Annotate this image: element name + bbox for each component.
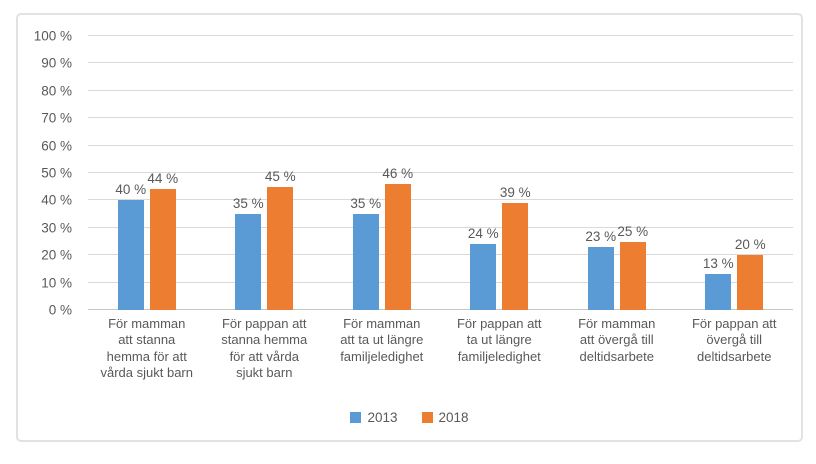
bar-group: 35 % 45 % xyxy=(206,36,324,310)
bar-group: 23 % 25 % xyxy=(558,36,676,310)
bar-value-label: 40 % xyxy=(115,182,147,198)
bar-2018: 39 % xyxy=(500,185,531,310)
legend-swatch-icon xyxy=(421,412,433,423)
bar-value-label: 24 % xyxy=(467,226,499,242)
gridline xyxy=(88,281,793,283)
bar-groups: 40 % 44 % 35 % 45 % 35 % 46 % 24 % 39 % 23 % 25 %… xyxy=(88,36,793,310)
category-label: För mamman att stanna hemma för att vård… xyxy=(100,316,194,380)
category-labels: För mamman att stanna hemma för att vård… xyxy=(88,316,793,381)
gridline xyxy=(88,309,793,310)
bar-2013: 40 % xyxy=(115,182,146,310)
bar-2013: 24 % xyxy=(468,226,499,310)
bar-value-label: 35 % xyxy=(350,196,382,212)
bar-value-label: 46 % xyxy=(382,165,414,181)
y-tick-label: 70 % xyxy=(41,110,72,126)
bar-value-label: 44 % xyxy=(147,171,179,187)
y-tick-label: 100 % xyxy=(33,28,72,44)
bar-2013: 35 % xyxy=(350,196,381,310)
y-tick-label: 0 % xyxy=(48,302,72,318)
y-tick-label: 90 % xyxy=(41,55,72,71)
gridline xyxy=(88,254,793,256)
y-tick-label: 10 % xyxy=(41,275,72,291)
gridline xyxy=(88,35,793,36)
bar-group: 40 % 44 % xyxy=(88,36,206,310)
legend-swatch-icon xyxy=(350,412,362,423)
bar-value-label: 20 % xyxy=(734,237,766,253)
category-label: För mamman att ta ut längre familjeledig… xyxy=(340,316,424,364)
bar-2013: 13 % xyxy=(703,256,734,310)
gridline xyxy=(88,226,793,228)
category-label: För pappan att stanna hemma för att vård… xyxy=(221,316,308,380)
gridline xyxy=(88,62,793,64)
legend-item-2018: 2018 xyxy=(421,410,469,425)
bar-value-label: 35 % xyxy=(232,196,264,212)
y-tick-label: 20 % xyxy=(41,247,72,263)
y-tick-label: 50 % xyxy=(41,165,72,181)
bar-group: 24 % 39 % xyxy=(441,36,559,310)
chart-frame: 0 % 10 % 20 % 30 % 40 % 50 % 60 % 70 % 80 % 90 % 1… xyxy=(16,13,803,442)
gridline xyxy=(88,172,793,173)
bar-value-label: 39 % xyxy=(499,185,531,201)
gridline xyxy=(88,117,793,119)
legend: 2013 2018 xyxy=(18,410,801,425)
y-tick-label: 30 % xyxy=(41,220,72,236)
gridline xyxy=(88,144,793,146)
legend-item-2013: 2013 xyxy=(350,410,398,425)
bar-2018: 45 % xyxy=(265,169,296,310)
gridline xyxy=(88,89,793,91)
bar-value-label: 13 % xyxy=(702,256,734,272)
category-label: För pappan att ta ut längre familjeledig… xyxy=(456,316,542,364)
bar-2013: 23 % xyxy=(585,229,616,310)
bar-value-label: 45 % xyxy=(264,168,296,184)
bar-value-label: 25 % xyxy=(617,223,649,239)
category-label: För pappan att övergå till deltidsarbete xyxy=(691,316,777,364)
gridline xyxy=(88,199,793,201)
bar-group: 13 % 20 % xyxy=(676,36,794,310)
plot-area: 40 % 44 % 35 % 45 % 35 % 46 % 24 % 39 % 23 % 25 %… xyxy=(88,35,793,310)
bar-2018: 44 % xyxy=(147,171,178,310)
y-tick-label: 60 % xyxy=(41,138,72,154)
y-tick-label: 80 % xyxy=(41,83,72,99)
legend-label: 2013 xyxy=(367,410,398,425)
legend-label: 2018 xyxy=(438,410,469,425)
bar-group: 35 % 46 % xyxy=(323,36,441,310)
y-axis: 0 % 10 % 20 % 30 % 40 % 50 % 60 % 70 % 80 % 90 % 1… xyxy=(18,29,80,318)
category-label: För mamman att övergå till deltidsarbete xyxy=(578,316,656,364)
bar-2018: 25 % xyxy=(617,224,648,310)
bar-2013: 35 % xyxy=(233,196,264,310)
y-tick-label: 40 % xyxy=(41,192,72,208)
bar-2018: 46 % xyxy=(382,166,413,310)
bar-value-label: 23 % xyxy=(585,228,617,244)
bar-2018: 20 % xyxy=(735,237,766,310)
